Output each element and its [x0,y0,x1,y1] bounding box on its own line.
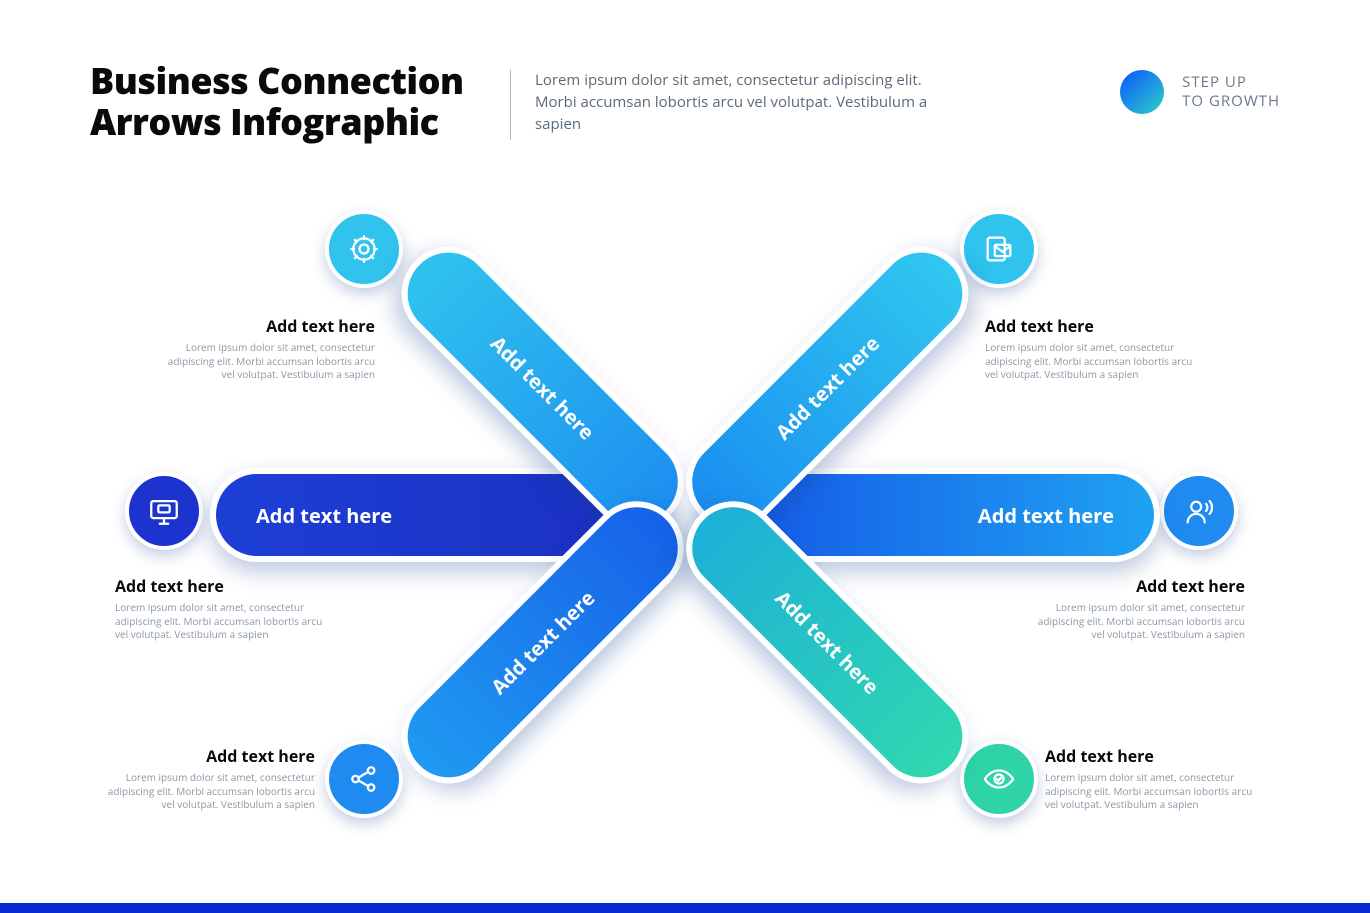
left-bottom-caption-body: Lorem ipsum dolor sit amet, consectetur … [100,771,315,812]
brand-circle-icon [1120,70,1164,114]
left-top-arm-label: Add text here [485,330,600,445]
right-bottom-caption: Add text here Lorem ipsum dolor sit amet… [1045,745,1260,812]
left-middle-caption: Add text here Lorem ipsum dolor sit amet… [115,575,330,642]
header-divider [510,70,511,140]
brand-tagline: STEP UP TO GROWTH [1182,73,1280,111]
share-icon [325,740,403,818]
left-bottom-caption-title: Add text here [100,745,315,767]
left-middle-caption-body: Lorem ipsum dolor sit amet, consectetur … [115,601,330,642]
brand: STEP UP TO GROWTH [1120,70,1280,114]
user-voice-icon [1160,472,1238,550]
eye-check-icon [960,740,1038,818]
footer-accent-bar [0,903,1370,913]
right-top-arm-label: Add text here [770,330,885,445]
right-top-caption: Add text here Lorem ipsum dolor sit amet… [985,315,1200,382]
gear-icon [325,210,403,288]
left-bottom-caption: Add text here Lorem ipsum dolor sit amet… [100,745,315,812]
header: Business Connection Arrows Infographic L… [90,60,1280,160]
page-title: Business Connection Arrows Infographic [90,60,464,143]
left-top-caption-body: Lorem ipsum dolor sit amet, consectetur … [160,341,375,382]
right-bottom-caption-body: Lorem ipsum dolor sit amet, consectetur … [1045,771,1260,812]
right-top-caption-body: Lorem ipsum dolor sit amet, consectetur … [985,341,1200,382]
left-top-caption-title: Add text here [160,315,375,337]
right-top-caption-title: Add text here [985,315,1200,337]
left-bottom-arm-label: Add text here [485,585,600,700]
right-bottom-arm-label: Add text here [770,585,885,700]
right-middle-arm-label: Add text here [978,502,1114,529]
right-middle-caption-title: Add text here [1030,575,1245,597]
page-subtitle: Lorem ipsum dolor sit amet, consectetur … [535,70,965,135]
monitor-icon [125,472,203,550]
left-middle-caption-title: Add text here [115,575,330,597]
mail-icon [960,210,1038,288]
left-middle-arm-label: Add text here [256,502,392,529]
right-bottom-caption-title: Add text here [1045,745,1260,767]
right-middle-caption: Add text here Lorem ipsum dolor sit amet… [1030,575,1245,642]
right-middle-caption-body: Lorem ipsum dolor sit amet, consectetur … [1030,601,1245,642]
left-top-caption: Add text here Lorem ipsum dolor sit amet… [160,315,375,382]
